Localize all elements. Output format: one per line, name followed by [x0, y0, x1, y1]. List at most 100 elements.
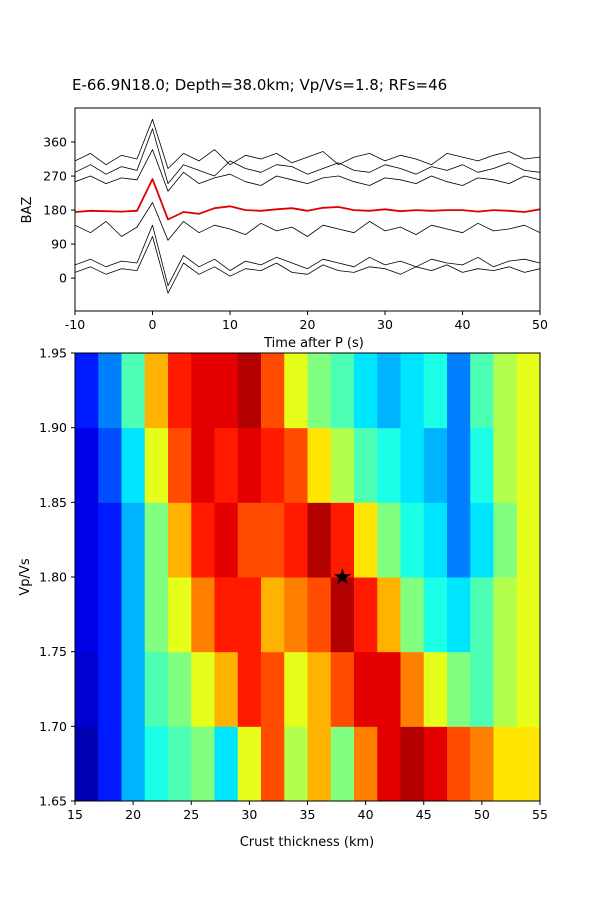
heatmap-cell [191, 353, 215, 429]
x-tick-label: 40 [358, 807, 374, 822]
heatmap-cell [144, 577, 169, 653]
heatmap-cell [168, 353, 192, 429]
heatmap-cell [354, 502, 378, 578]
heatmap-cell [470, 353, 494, 429]
x-tick-label: 30 [377, 317, 393, 332]
heatmap-cell [516, 577, 541, 653]
heatmap-cell [144, 726, 169, 802]
heatmap-cell [330, 502, 355, 578]
heatmap-cell [98, 502, 122, 578]
heatmap-cell [121, 577, 146, 653]
heatmap-cell [423, 651, 448, 727]
heatmap-cell [400, 353, 425, 429]
heatmap-cell [121, 651, 146, 727]
heatmap-cell [75, 651, 99, 727]
trace [75, 149, 540, 192]
heatmap-cell [75, 427, 99, 503]
y-tick-label: 270 [43, 169, 67, 184]
heatmap-cell [237, 502, 262, 578]
heatmap-cell [214, 577, 239, 653]
x-tick-label: 35 [300, 807, 316, 822]
heatmap-cell [214, 427, 239, 503]
heatmap-cell [98, 353, 122, 429]
trace [75, 224, 540, 287]
heatmap-cell [307, 353, 332, 429]
heatmap-cell [191, 502, 215, 578]
y-tick-label: 1.85 [39, 495, 67, 510]
heatmap-cell [284, 353, 308, 429]
heatmap-cell [237, 353, 262, 429]
y-tick-label: 1.65 [39, 794, 67, 809]
heatmap-cell [493, 427, 518, 503]
trace [75, 236, 540, 294]
heatmap-cell [493, 353, 518, 429]
x-tick-label: 15 [67, 807, 83, 822]
heatmap-cell [470, 651, 494, 727]
x-tick-label: 20 [125, 807, 141, 822]
heatmap-cell [493, 502, 518, 578]
heatmap-cell [261, 502, 285, 578]
heatmap-cell [423, 353, 448, 429]
heatmap-cell [121, 427, 146, 503]
y-tick-label: 1.90 [39, 420, 67, 435]
best-fit-star [333, 568, 351, 585]
heatmap-cell [493, 577, 518, 653]
heatmap-cell [261, 651, 285, 727]
heatmap-cell [516, 651, 541, 727]
heatmap-cell [98, 726, 122, 802]
x-tick-label: 45 [416, 807, 432, 822]
plot-area [75, 118, 540, 294]
heatmap-cell [237, 651, 262, 727]
heatmap-cell [284, 577, 308, 653]
y-tick-label: 180 [43, 203, 67, 218]
heatmap-cell [447, 427, 471, 503]
heatmap-cell [330, 651, 355, 727]
y-tick-label: 1.70 [39, 719, 67, 734]
heatmap-cell [354, 353, 378, 429]
heatmap-cell [307, 651, 332, 727]
heatmap-cell [191, 726, 215, 802]
heatmap-cell [98, 651, 122, 727]
x-axis-label: Crust thickness (km) [240, 835, 375, 850]
heatmap-cell [191, 577, 215, 653]
heatmap-cell [423, 427, 448, 503]
heatmap-cell [354, 577, 378, 653]
y-tick-label: 360 [43, 135, 67, 150]
x-tick-label: 30 [241, 807, 257, 822]
axes-frame [74, 352, 541, 802]
heatmap-cell [75, 353, 99, 429]
heatmap-cell [261, 427, 285, 503]
heatmap-cell [400, 502, 425, 578]
heatmap-cell [330, 427, 355, 503]
heatmap-cell [377, 577, 401, 653]
chart-title: E-66.9N18.0; Depth=38.0km; Vp/Vs=1.8; RF… [72, 76, 447, 94]
heatmap-cell [307, 726, 332, 802]
heatmap-cell [516, 353, 541, 429]
heatmap-cell [307, 502, 332, 578]
heatmap-cell [191, 427, 215, 503]
heatmap-cell [354, 427, 378, 503]
heatmap-cell [121, 353, 146, 429]
heatmap-cell [470, 427, 494, 503]
heatmap-cell [284, 726, 308, 802]
heatmap-cell [400, 651, 425, 727]
x-tick-label: 40 [455, 317, 471, 332]
trace [75, 128, 540, 184]
heatmap-cell [168, 726, 192, 802]
x-axis-label: Time after P (s) [263, 336, 364, 351]
y-tick-label: 1.75 [39, 644, 67, 659]
y-axis-label: BAZ [20, 197, 35, 224]
heatmap-cell [447, 651, 471, 727]
heatmap-cell [261, 726, 285, 802]
heatmap-cell [470, 502, 494, 578]
y-tick-label: 0 [59, 271, 67, 286]
x-tick-label: 25 [183, 807, 199, 822]
heatmap-cell [98, 427, 122, 503]
heatmap-cell [423, 726, 448, 802]
heatmap-cell [237, 577, 262, 653]
heatmap-cell [144, 427, 169, 503]
heatmap-cell [470, 577, 494, 653]
heatmap-cell [447, 502, 471, 578]
heatmap-cell [214, 502, 239, 578]
